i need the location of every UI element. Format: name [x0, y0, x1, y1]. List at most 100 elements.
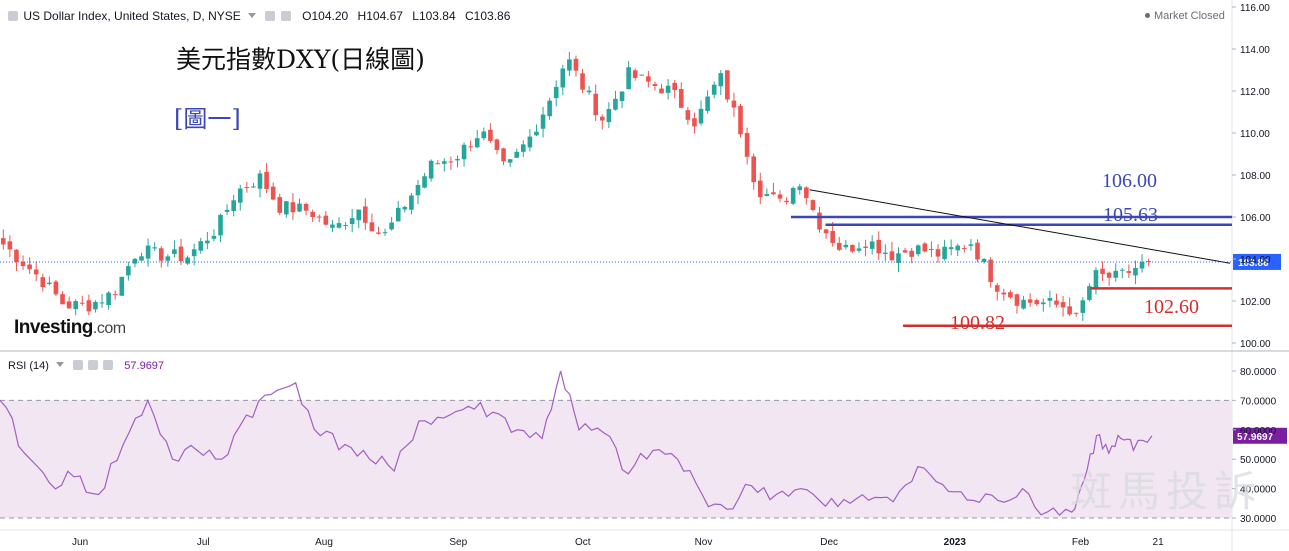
candle-body: [211, 235, 217, 239]
candle-body: [79, 302, 85, 304]
high-value: 104.67: [366, 9, 403, 23]
gear-icon[interactable]: [280, 11, 291, 21]
candle-body: [955, 245, 961, 251]
candle-body: [567, 59, 572, 71]
candle-body: [349, 218, 355, 224]
candle-body: [277, 197, 283, 213]
candle-body: [922, 243, 928, 252]
candle-body: [1060, 302, 1066, 308]
price-tick-label: 100.00: [1240, 339, 1271, 350]
candle-body: [14, 249, 19, 262]
candle-body: [99, 302, 105, 304]
candle-body: [448, 161, 454, 163]
rsi-value-tag-label: 57.9697: [1237, 432, 1274, 443]
candle-body: [725, 70, 730, 100]
close-icon[interactable]: [103, 360, 114, 370]
candle-body: [836, 242, 842, 250]
investing-logo: Investing.com: [14, 317, 126, 338]
instrument-name[interactable]: US Dollar Index, United States, D, NYSE: [23, 9, 241, 23]
candle-body: [915, 245, 921, 255]
candle-body: [665, 85, 671, 93]
time-tick-label: Feb: [1072, 537, 1090, 548]
candle-body: [0, 238, 6, 245]
candle-body: [152, 247, 157, 249]
candle-body: [1054, 300, 1059, 305]
candle-body: [527, 136, 533, 148]
candle-body: [1093, 270, 1099, 289]
candle-body: [1139, 261, 1145, 269]
candle-body: [823, 229, 829, 234]
eye-icon[interactable]: [73, 360, 84, 370]
candle-body: [817, 212, 822, 230]
candle-body: [942, 246, 947, 260]
candle-body: [435, 163, 441, 165]
candle-body: [27, 264, 32, 270]
rsi-tick-label: 80.0000: [1240, 367, 1277, 378]
rsi-value: 57.9697: [124, 360, 165, 372]
candle-body: [843, 244, 849, 248]
candle-body: [856, 248, 862, 251]
candle-body: [678, 89, 684, 108]
candle-body: [777, 194, 783, 199]
candle-body: [751, 156, 756, 183]
candle-body: [613, 98, 618, 110]
price-tick-label: 110.00: [1240, 129, 1270, 140]
candle-body: [593, 93, 599, 116]
candle-body: [883, 252, 888, 254]
candle-body: [869, 241, 875, 249]
time-tick-label: Dec: [820, 537, 838, 548]
candle-body: [297, 203, 302, 212]
candle-body: [198, 241, 204, 251]
candle-body: [685, 110, 691, 120]
candle-body: [139, 256, 144, 261]
candle-body: [119, 276, 125, 296]
price-tick-label: 108.00: [1240, 171, 1271, 182]
candle-body: [1113, 270, 1119, 278]
chevron-down-icon[interactable]: [248, 13, 257, 18]
candle-body: [639, 74, 645, 76]
rsi-tick-label: 70.0000: [1240, 396, 1277, 407]
candle-body: [599, 116, 605, 121]
candle-body: [112, 294, 118, 296]
rsi-label[interactable]: RSI (14): [8, 360, 49, 372]
candle-body: [343, 225, 348, 227]
candle-body: [619, 91, 625, 102]
candle-body: [481, 131, 487, 139]
candle-body: [106, 292, 111, 306]
status-dot-icon: [1145, 13, 1150, 18]
symbol-icon: [8, 11, 18, 21]
candle-body: [389, 222, 394, 230]
candle-body: [488, 129, 493, 141]
candle-body: [132, 258, 138, 264]
ohlc-readout: O104.20 H104.67 L103.84 C103.86: [302, 9, 511, 23]
gear-icon[interactable]: [88, 360, 99, 370]
candle-body: [323, 215, 329, 225]
candle-body: [303, 203, 309, 211]
chart-header: US Dollar Index, United States, D, NYSE …: [8, 9, 510, 23]
candle-body: [902, 250, 908, 253]
last-price-tag-label: 103.86: [1238, 258, 1269, 269]
candle-body: [369, 222, 375, 232]
candle-body: [876, 239, 882, 254]
candle-body: [20, 261, 26, 267]
candle-body: [929, 248, 934, 250]
time-tick-label: 2023: [944, 537, 967, 548]
candle-body: [540, 114, 546, 129]
time-tick-label: Jun: [72, 537, 88, 548]
eye-icon[interactable]: [265, 11, 276, 21]
level-label-1026: 102.60: [1144, 296, 1199, 318]
open-value: 104.20: [311, 9, 349, 23]
candle-body: [698, 108, 704, 124]
axes: 116.00 114.00 112.00 110.00 108.00 106.00 104.…: [72, 3, 1277, 548]
candle-body: [158, 248, 164, 261]
rsi-tick-label: 50.0000: [1240, 455, 1277, 466]
candle-body: [731, 100, 737, 108]
candle-body: [994, 285, 1000, 292]
candle-body: [47, 282, 52, 285]
candle-body: [804, 187, 809, 199]
candle-body: [771, 192, 776, 195]
candle-body: [455, 158, 460, 161]
candle-body: [889, 251, 895, 261]
chevron-down-icon[interactable]: [56, 362, 65, 367]
